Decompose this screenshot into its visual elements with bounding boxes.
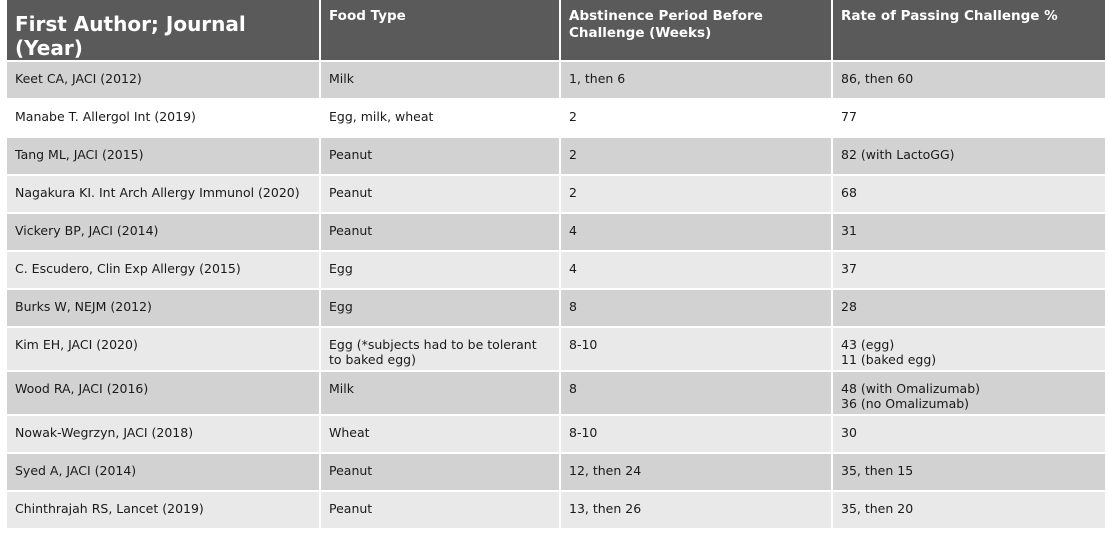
table-row: Nowak-Wegrzyn, JACI (2018) Wheat 8-10 30 <box>7 414 1105 452</box>
cell-author: Keet CA, JACI (2012) <box>7 60 321 98</box>
cell-period: 8-10 <box>561 414 833 452</box>
cell-author: Syed A, JACI (2014) <box>7 452 321 490</box>
cell-rate: 37 <box>833 250 1105 288</box>
cell-author: Chinthrajah RS, Lancet (2019) <box>7 490 321 528</box>
cell-author: C. Escudero, Clin Exp Allergy (2015) <box>7 250 321 288</box>
cell-period: 2 <box>561 136 833 174</box>
cell-period: 2 <box>561 98 833 136</box>
cell-period: 8-10 <box>561 326 833 370</box>
cell-period: 8 <box>561 288 833 326</box>
table-row: Syed A, JACI (2014) Peanut 12, then 24 3… <box>7 452 1105 490</box>
cell-author: Nagakura KI. Int Arch Allergy Immunol (2… <box>7 174 321 212</box>
cell-rate: 30 <box>833 414 1105 452</box>
cell-rate: 31 <box>833 212 1105 250</box>
table-row: Kim EH, JACI (2020) Egg (*subjects had t… <box>7 326 1105 370</box>
table-row: Nagakura KI. Int Arch Allergy Immunol (2… <box>7 174 1105 212</box>
study-table: First Author; Journal (Year) Food Type A… <box>7 0 1105 528</box>
cell-author: Nowak-Wegrzyn, JACI (2018) <box>7 414 321 452</box>
cell-author: Vickery BP, JACI (2014) <box>7 212 321 250</box>
header-author: First Author; Journal (Year) <box>7 0 321 60</box>
header-row: First Author; Journal (Year) Food Type A… <box>7 0 1105 60</box>
cell-rate: 77 <box>833 98 1105 136</box>
cell-food: Wheat <box>321 414 561 452</box>
cell-rate-line: 43 (egg) <box>841 337 895 352</box>
cell-food: Milk <box>321 370 561 414</box>
cell-period: 2 <box>561 174 833 212</box>
cell-rate: 43 (egg) 11 (baked egg) <box>833 326 1105 370</box>
cell-period: 4 <box>561 212 833 250</box>
cell-author: Manabe T. Allergol Int (2019) <box>7 98 321 136</box>
table-row: C. Escudero, Clin Exp Allergy (2015) Egg… <box>7 250 1105 288</box>
cell-food: Peanut <box>321 174 561 212</box>
cell-author: Wood RA, JACI (2016) <box>7 370 321 414</box>
cell-food: Peanut <box>321 212 561 250</box>
cell-author: Kim EH, JACI (2020) <box>7 326 321 370</box>
cell-period: 8 <box>561 370 833 414</box>
study-table-container: First Author; Journal (Year) Food Type A… <box>7 0 1105 528</box>
cell-food: Milk <box>321 60 561 98</box>
table-row: Burks W, NEJM (2012) Egg 8 28 <box>7 288 1105 326</box>
cell-food: Egg, milk, wheat <box>321 98 561 136</box>
header-abstinence-period: Abstinence Period Before Challenge (Week… <box>561 0 833 60</box>
cell-rate: 48 (with Omalizumab) 36 (no Omalizumab) <box>833 370 1105 414</box>
cell-rate: 35, then 20 <box>833 490 1105 528</box>
cell-rate: 28 <box>833 288 1105 326</box>
table-row: Tang ML, JACI (2015) Peanut 2 82 (with L… <box>7 136 1105 174</box>
cell-rate: 86, then 60 <box>833 60 1105 98</box>
cell-period: 13, then 26 <box>561 490 833 528</box>
cell-food: Peanut <box>321 490 561 528</box>
cell-rate-line: 36 (no Omalizumab) <box>841 396 970 411</box>
cell-food: Egg (*subjects had to be tolerant to bak… <box>321 326 561 370</box>
cell-food: Peanut <box>321 136 561 174</box>
table-row: Keet CA, JACI (2012) Milk 1, then 6 86, … <box>7 60 1105 98</box>
table-row: Chinthrajah RS, Lancet (2019) Peanut 13,… <box>7 490 1105 528</box>
table-row: Wood RA, JACI (2016) Milk 8 48 (with Oma… <box>7 370 1105 414</box>
cell-food: Egg <box>321 288 561 326</box>
cell-food: Peanut <box>321 452 561 490</box>
cell-period: 4 <box>561 250 833 288</box>
cell-period: 1, then 6 <box>561 60 833 98</box>
table-row: Vickery BP, JACI (2014) Peanut 4 31 <box>7 212 1105 250</box>
header-pass-rate: Rate of Passing Challenge % <box>833 0 1105 60</box>
cell-rate: 68 <box>833 174 1105 212</box>
cell-rate: 82 (with LactoGG) <box>833 136 1105 174</box>
table-row: Manabe T. Allergol Int (2019) Egg, milk,… <box>7 98 1105 136</box>
cell-rate-line: 11 (baked egg) <box>841 352 937 367</box>
cell-author: Tang ML, JACI (2015) <box>7 136 321 174</box>
cell-food: Egg <box>321 250 561 288</box>
cell-rate-line: 48 (with Omalizumab) <box>841 381 981 396</box>
cell-author: Burks W, NEJM (2012) <box>7 288 321 326</box>
cell-period: 12, then 24 <box>561 452 833 490</box>
header-food-type: Food Type <box>321 0 561 60</box>
cell-rate: 35, then 15 <box>833 452 1105 490</box>
